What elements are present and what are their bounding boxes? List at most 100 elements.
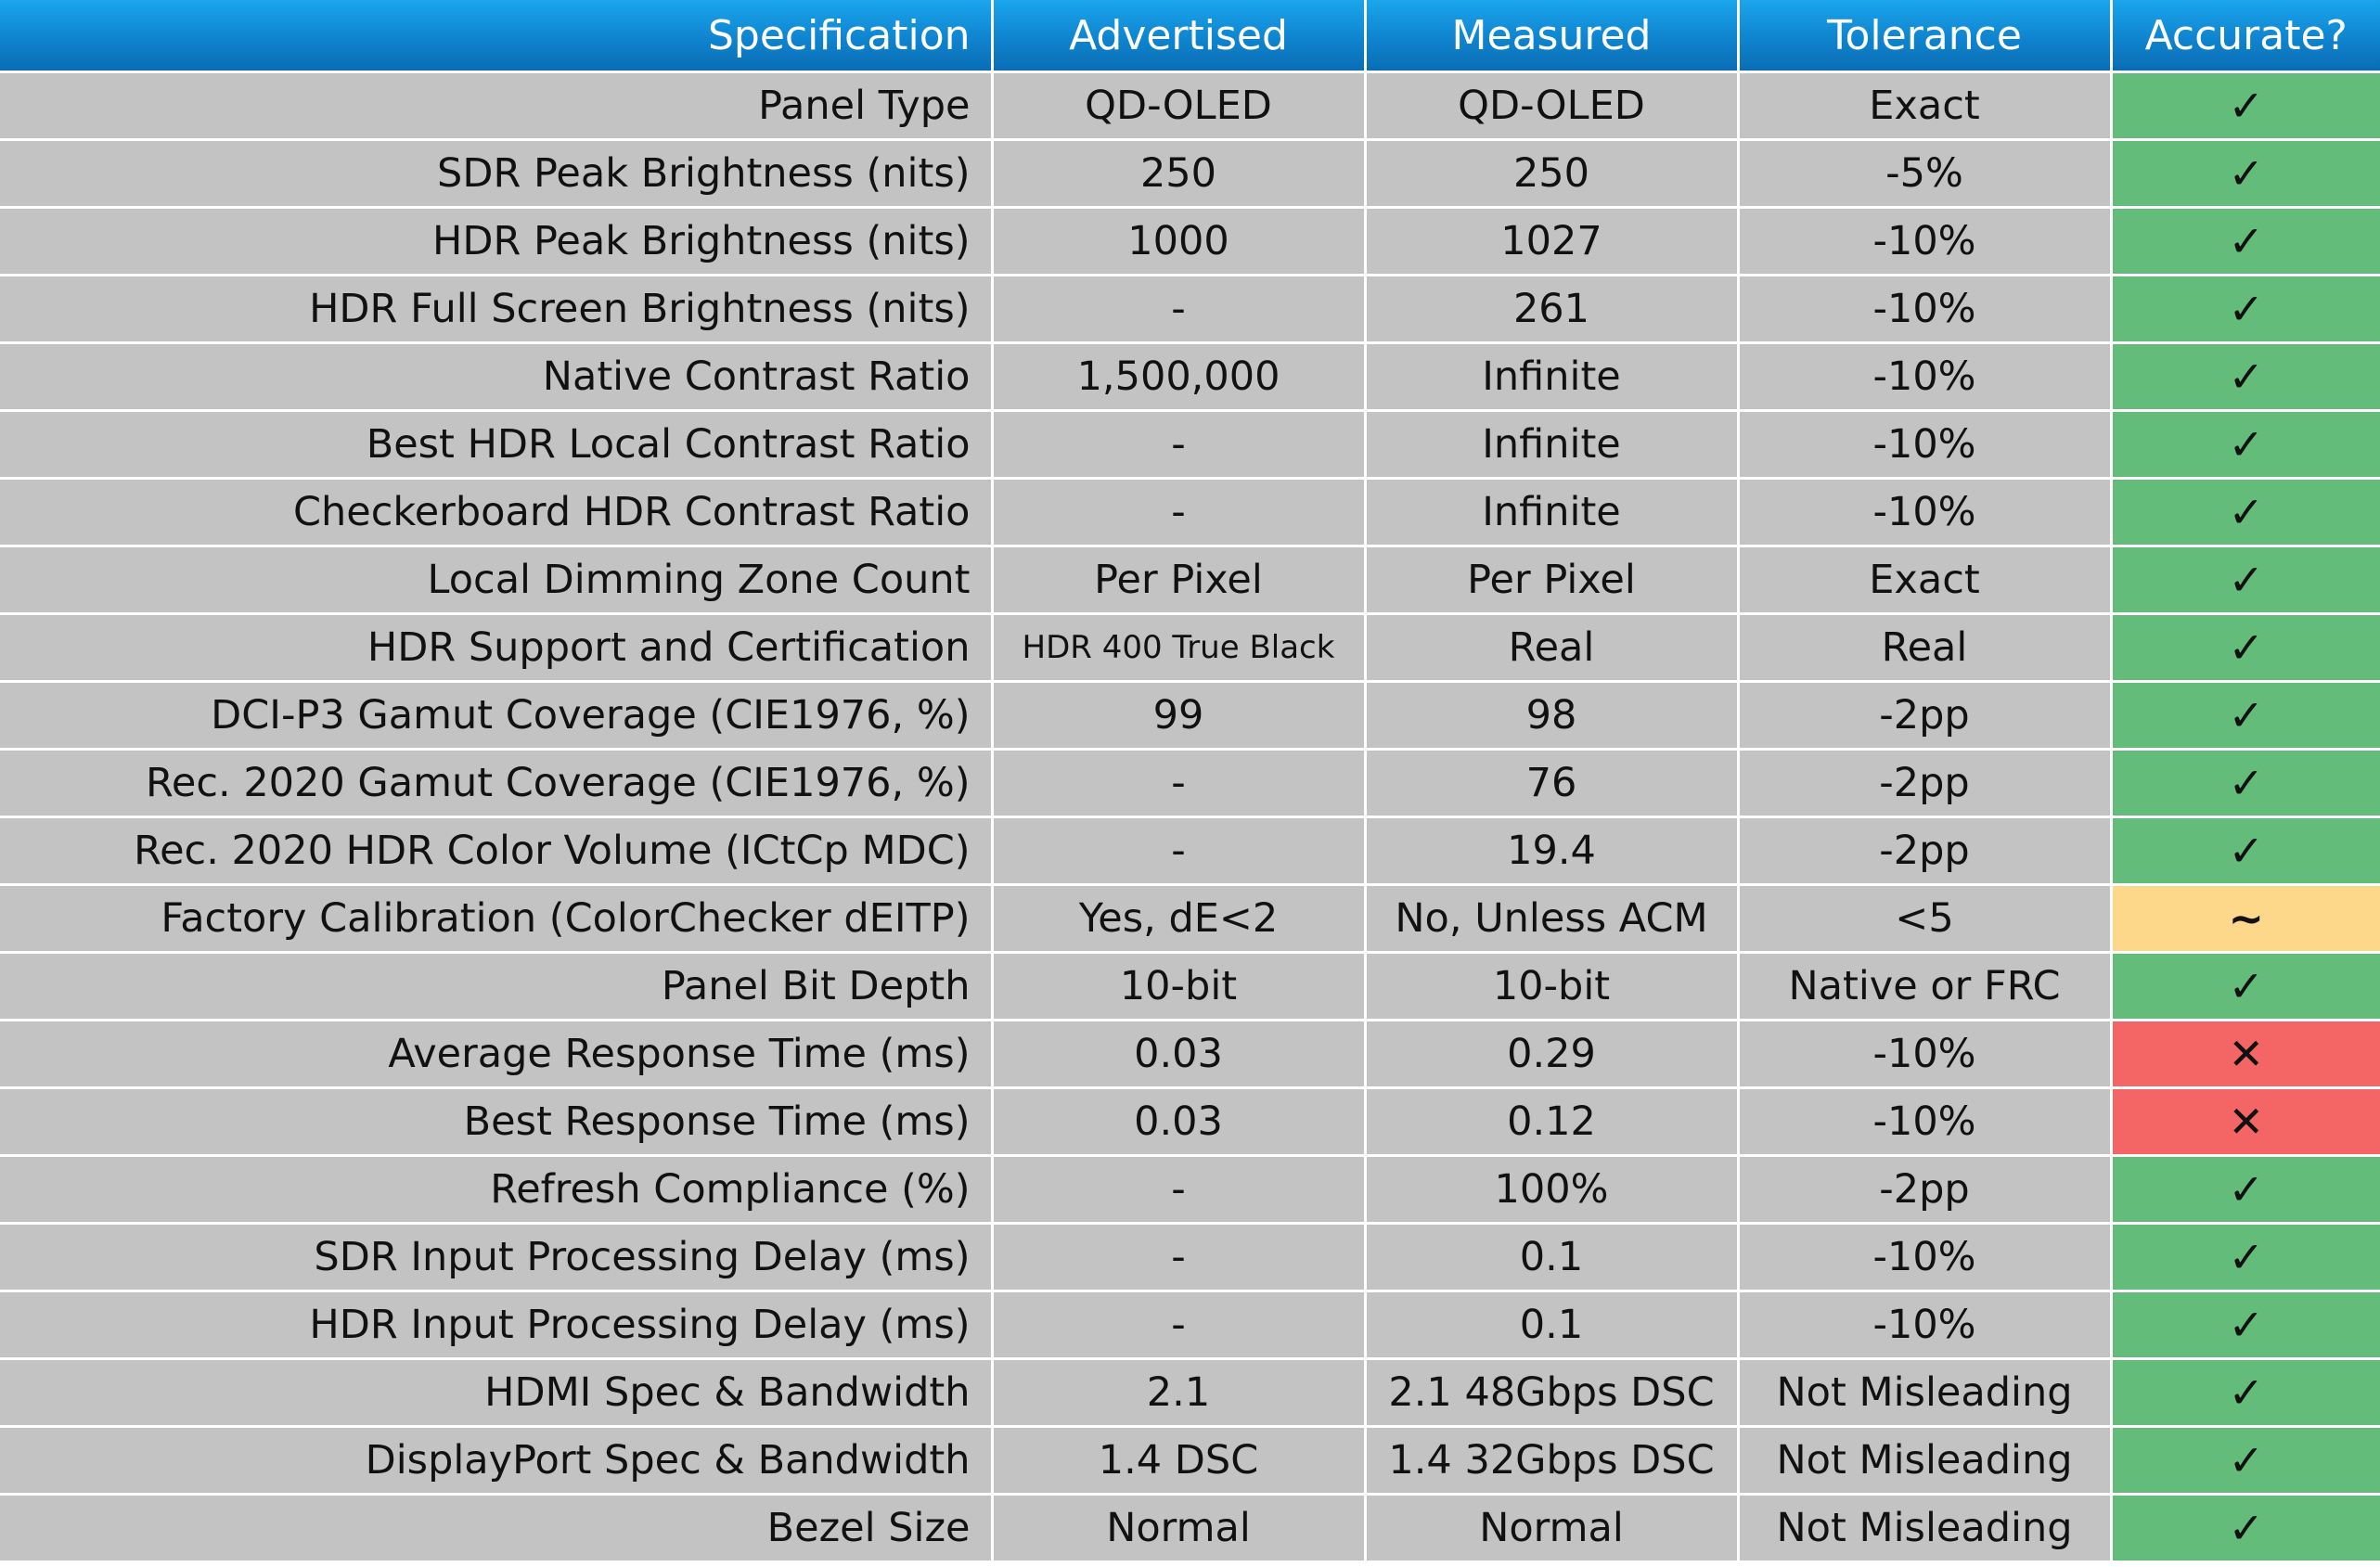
advertised-value-cell: 1.4 DSC [992, 1426, 1367, 1496]
checkmark-icon: ✓ [2111, 816, 2380, 886]
spec-name-cell: Local Dimming Zone Count [0, 546, 994, 615]
tolerance-cell: Native or FRC [1738, 952, 2113, 1021]
spec-name-cell: HDR Full Screen Brightness (nits) [0, 275, 994, 344]
spec-name-cell: SDR Input Processing Delay (ms) [0, 1223, 994, 1292]
table-row: Native Contrast Ratio 1,500,000 Infinite -1… [0, 342, 2380, 412]
measured-value-cell: 1027 [1365, 207, 1740, 276]
measured-value-cell: 100% [1365, 1155, 1740, 1225]
advertised-value-cell: Normal [992, 1494, 1367, 1563]
measured-value-cell: Real [1365, 613, 1740, 683]
advertised-value-cell: - [992, 816, 1367, 886]
tolerance-cell: -2pp [1738, 749, 2113, 818]
tolerance-cell: Not Misleading [1738, 1358, 2113, 1428]
measured-value-cell: Infinite [1365, 342, 1740, 412]
checkmark-icon: ✓ [2111, 952, 2380, 1021]
advertised-value-cell: 250 [992, 139, 1367, 209]
measured-value-cell: 19.4 [1365, 816, 1740, 886]
table-row: Local Dimming Zone Count Per Pixel Per Pix… [0, 546, 2380, 615]
tolerance-cell: -10% [1738, 1223, 2113, 1292]
table-row: Best HDR Local Contrast Ratio - Infinite -1… [0, 410, 2380, 480]
spec-name-cell: Best HDR Local Contrast Ratio [0, 410, 994, 480]
table-row: Panel Bit Depth 10-bit 10-bit Native or FRC… [0, 952, 2380, 1021]
spec-name-cell: Bezel Size [0, 1494, 994, 1563]
advertised-value-cell: Yes, dE<2 [992, 884, 1367, 954]
advertised-value-cell: 99 [992, 681, 1367, 751]
spec-name-cell: Refresh Compliance (%) [0, 1155, 994, 1225]
checkmark-icon: ✓ [2111, 71, 2380, 141]
measured-value-cell: 10-bit [1365, 952, 1740, 1021]
tolerance-cell: -10% [1738, 342, 2113, 412]
spec-name-cell: DCI-P3 Gamut Coverage (CIE1976, %) [0, 681, 994, 751]
measured-value-cell: QD-OLED [1365, 71, 1740, 141]
cross-icon: ✕ [2111, 1020, 2380, 1089]
checkmark-icon: ✓ [2111, 1358, 2380, 1428]
tolerance-cell: -10% [1738, 478, 2113, 547]
advertised-value-cell: - [992, 478, 1367, 547]
spec-name-cell: HDR Support and Certification [0, 613, 994, 683]
spec-name-cell: Rec. 2020 HDR Color Volume (ICtCp MDC) [0, 816, 994, 886]
measured-value-cell: Per Pixel [1365, 546, 1740, 615]
measured-value-cell: Normal [1365, 1494, 1740, 1563]
checkmark-icon: ✓ [2111, 275, 2380, 344]
advertised-value-cell: 1000 [992, 207, 1367, 276]
table-row: DCI-P3 Gamut Coverage (CIE1976, %) 99 98 -2… [0, 681, 2380, 751]
measured-value-cell: 0.1 [1365, 1291, 1740, 1360]
header-accurate: Accurate? [2111, 0, 2380, 73]
table-row: Rec. 2020 Gamut Coverage (CIE1976, %) -76… [0, 749, 2380, 818]
measured-value-cell: 250 [1365, 139, 1740, 209]
checkmark-icon: ✓ [2111, 207, 2380, 276]
advertised-value-cell: 1,500,000 [992, 342, 1367, 412]
advertised-value-cell: 2.1 [992, 1358, 1367, 1428]
advertised-value-cell: 10-bit [992, 952, 1367, 1021]
tolerance-cell: -10% [1738, 207, 2113, 276]
advertised-value-cell: 0.03 [992, 1087, 1367, 1157]
spec-name-cell: HDR Peak Brightness (nits) [0, 207, 994, 276]
advertised-value-cell: Per Pixel [992, 546, 1367, 615]
tolerance-cell: -10% [1738, 1291, 2113, 1360]
table-row: HDR Full Screen Brightness (nits) -261 -10… [0, 275, 2380, 344]
header-row: Specification Advertised Measured Tolera… [0, 0, 2380, 73]
measured-value-cell: 2.1 48Gbps DSC [1365, 1358, 1740, 1428]
tolerance-cell: Not Misleading [1738, 1494, 2113, 1563]
table-row: HDR Input Processing Delay (ms) -0.1 -10% ✓ [0, 1291, 2380, 1360]
advertised-value-cell: - [992, 749, 1367, 818]
tolerance-cell: Not Misleading [1738, 1426, 2113, 1496]
table-row: SDR Input Processing Delay (ms) -0.1 -10% ✓ [0, 1223, 2380, 1292]
checkmark-icon: ✓ [2111, 681, 2380, 751]
tolerance-cell: Exact [1738, 71, 2113, 141]
checkmark-icon: ✓ [2111, 410, 2380, 480]
advertised-value-cell: - [992, 1155, 1367, 1225]
tolerance-cell: -10% [1738, 1087, 2113, 1157]
header-measured: Measured [1365, 0, 1740, 73]
table-row: Bezel Size Normal Normal Not Misleading ✓ [0, 1494, 2380, 1563]
tilde-icon: ~ [2111, 884, 2380, 954]
measured-value-cell: No, Unless ACM [1365, 884, 1740, 954]
table-row: Refresh Compliance (%) -100% -2pp ✓ [0, 1155, 2380, 1225]
spec-name-cell: Panel Bit Depth [0, 952, 994, 1021]
cross-icon: ✕ [2111, 1087, 2380, 1157]
spec-name-cell: HDMI Spec & Bandwidth [0, 1358, 994, 1428]
measured-value-cell: 261 [1365, 275, 1740, 344]
advertised-value-cell: HDR 400 True Black [992, 613, 1367, 683]
measured-value-cell: 98 [1365, 681, 1740, 751]
advertised-value-cell: - [992, 275, 1367, 344]
checkmark-icon: ✓ [2111, 1291, 2380, 1360]
advertised-value-cell: - [992, 410, 1367, 480]
table-row: Panel Type QD-OLED QD-OLED Exact ✓ [0, 71, 2380, 141]
advertised-value-cell: - [992, 1291, 1367, 1360]
tolerance-cell: Exact [1738, 546, 2113, 615]
table-row: HDMI Spec & Bandwidth 2.1 2.1 48Gbps DSC No… [0, 1358, 2380, 1428]
checkmark-icon: ✓ [2111, 546, 2380, 615]
spec-name-cell: Average Response Time (ms) [0, 1020, 994, 1089]
table-row: Factory Calibration (ColorChecker dEITP)… [0, 884, 2380, 954]
table-row: HDR Support and Certification HDR 400 Tru… [0, 613, 2380, 683]
spec-name-cell: Panel Type [0, 71, 994, 141]
spec-name-cell: SDR Peak Brightness (nits) [0, 139, 994, 209]
measured-value-cell: Infinite [1365, 478, 1740, 547]
table-row: Average Response Time (ms) 0.03 0.29 -10% ✕ [0, 1020, 2380, 1089]
advertised-value-cell: 0.03 [992, 1020, 1367, 1089]
spec-name-cell: Best Response Time (ms) [0, 1087, 994, 1157]
checkmark-icon: ✓ [2111, 1223, 2380, 1292]
measured-value-cell: 76 [1365, 749, 1740, 818]
